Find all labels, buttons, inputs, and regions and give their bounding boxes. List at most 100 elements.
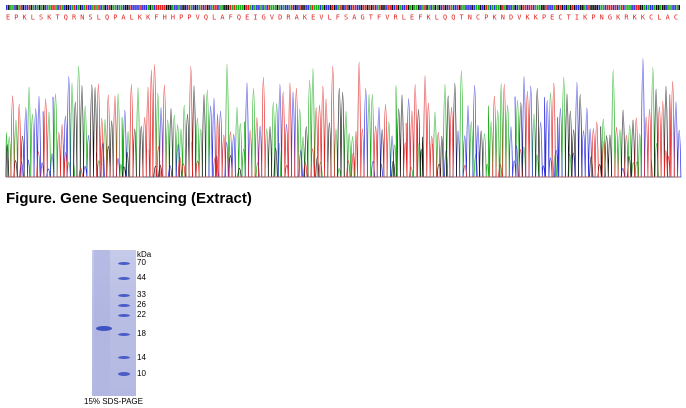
dna-base-glyph [124,5,127,10]
dna-base-glyph [543,5,545,10]
dna-base-glyph [32,5,35,10]
marker-band-14 [118,356,130,359]
dna-base-glyph [666,5,668,10]
chromatogram-svg: E P K L S K T Q R N S L Q P A L K K F H … [5,5,682,178]
dna-base-glyph [100,5,102,10]
dna-base-glyph [633,5,635,10]
dna-base-glyph [389,5,391,10]
dna-base-glyph [196,5,199,10]
dna-base-glyph [379,5,381,10]
dna-base-glyph [440,5,443,10]
dna-base-glyph [387,5,389,10]
dna-base-glyph [38,5,41,10]
dna-base-glyph [245,5,248,10]
dna-base-glyph [264,5,266,10]
dna-base-glyph [81,5,84,10]
dna-base-glyph [342,5,344,10]
dna-base-glyph [262,5,264,10]
dna-base-glyph [469,5,471,10]
mw-label-18: 18 [137,329,146,338]
marker-band-44 [118,277,130,280]
dna-base-glyph [586,5,588,10]
dna-base-glyph [252,5,254,10]
dna-base-glyph [596,5,598,10]
dna-base-glyph [268,5,270,10]
dna-base-glyph [129,5,131,10]
dna-base-glyph [98,5,100,10]
dna-base-glyph [133,5,135,10]
dna-base-glyph [344,5,346,10]
dna-base-glyph [331,5,334,10]
dna-base-glyph [159,5,162,10]
dna-base-glyph [465,5,467,10]
dna-base-glyph [573,5,576,10]
dna-base-glyph [452,5,455,10]
marker-band-33 [118,294,130,297]
dna-base-glyph [290,5,293,10]
dna-base-glyph [14,5,16,10]
dna-base-glyph [65,5,68,10]
dna-base-glyph [192,5,195,10]
dna-base-glyph [621,5,623,10]
dna-base-glyph [618,5,621,10]
dna-base-glyph [235,5,238,10]
c-trace [6,58,682,178]
dna-base-glyph [411,5,414,10]
dna-base-glyph [545,5,547,10]
dna-base-glyph [340,5,342,10]
dna-base-glyph [358,5,361,10]
dna-base-glyph [325,5,328,10]
dna-base-glyph [602,5,605,10]
dna-base-glyph [372,5,375,10]
dna-base-glyph [319,5,322,10]
dna-base-glyph [536,5,539,10]
dna-base-glyph [108,5,111,10]
dna-base-glyph [88,5,90,10]
dna-base-glyph [473,5,475,10]
dna-base-glyph [444,5,447,10]
dna-base-glyph [668,5,670,10]
dna-base-glyph [467,5,469,10]
dna-base-glyph [188,5,191,10]
dna-base-glyph [36,5,39,10]
mw-unit-label: kDa [137,250,152,259]
dna-base-glyph [471,5,473,10]
dna-base-glyph [73,5,76,10]
dna-base-glyph [256,5,258,10]
dna-base-glyph [233,5,236,10]
dna-base-glyph [215,5,217,10]
dna-base-glyph [430,5,432,10]
marker-band-18 [118,333,130,336]
dna-base-glyph [549,5,551,10]
dna-base-glyph [151,5,154,10]
dna-base-glyph [530,5,533,10]
dna-base-glyph [428,5,430,10]
dna-base-glyph [34,5,37,10]
dna-base-glyph [377,5,379,10]
dna-base-glyph [641,5,644,10]
dna-base-glyph [6,5,8,10]
dna-base-glyph [297,5,299,10]
dna-base-glyph [655,5,658,10]
dna-base-glyph [313,5,316,10]
dna-base-glyph [383,5,385,10]
dna-base-glyph [247,5,250,10]
dna-base-glyph [270,5,273,10]
dna-base-glyph [516,5,519,10]
figure-caption: Figure. Gene Sequencing (Extract) [6,190,252,207]
marker-band-26 [118,304,130,307]
dna-base-glyph [280,5,283,10]
dna-base-glyph [211,5,213,10]
dna-base-glyph [83,5,86,10]
dna-base-glyph [385,5,387,10]
dna-base-glyph [118,5,121,10]
dna-base-glyph [178,5,180,10]
dna-base-glyph [42,5,45,10]
dna-base-glyph [30,5,33,10]
dna-base-glyph [670,5,672,10]
dna-base-glyph [53,5,55,10]
dna-base-glyph [381,5,383,10]
dna-base-glyph [180,5,182,10]
dna-base-glyph [155,5,158,10]
dna-base-glyph [590,5,592,10]
